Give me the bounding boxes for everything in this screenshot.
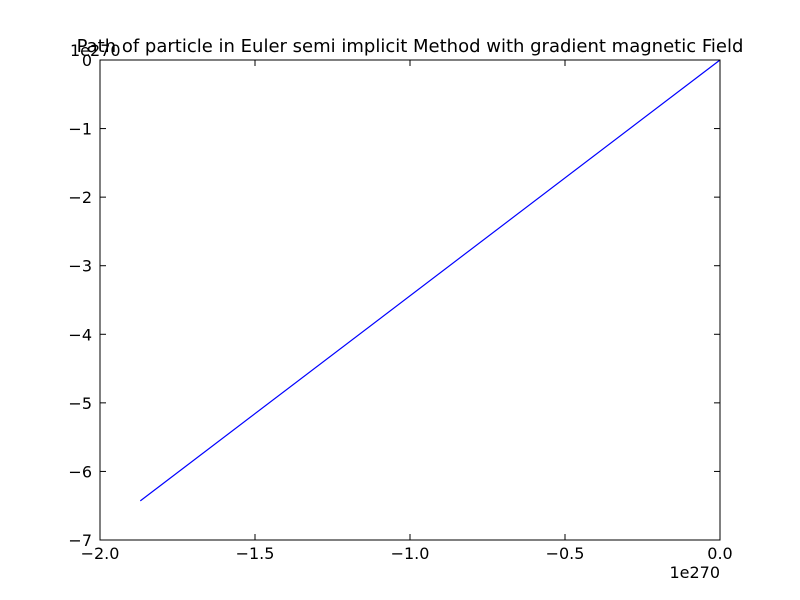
- x-tick-label: −1.0: [391, 544, 430, 563]
- y-tick-label: −2: [68, 188, 92, 207]
- plot-area-frame: [99, 59, 721, 541]
- x-axis-offset-text: 1e270: [669, 563, 720, 582]
- y-tick-label: −3: [68, 257, 92, 276]
- x-tick-label: −1.5: [236, 544, 275, 563]
- y-tick-label: −4: [68, 325, 92, 344]
- y-tick-label: −5: [68, 394, 92, 413]
- y-tick-label: −7: [68, 531, 92, 550]
- series-line-0: [139, 59, 721, 502]
- y-axis-offset-text: 1e270: [70, 41, 121, 60]
- y-tick-label: −1: [68, 120, 92, 139]
- x-tick-label: −2.0: [81, 544, 120, 563]
- y-tick-label: 0: [82, 51, 92, 70]
- x-tick-label: 0.0: [707, 544, 732, 563]
- y-tick-label: −6: [68, 462, 92, 481]
- x-tick-label: −0.5: [546, 544, 585, 563]
- chart-title: Path of particle in Euler semi implicit …: [77, 36, 744, 57]
